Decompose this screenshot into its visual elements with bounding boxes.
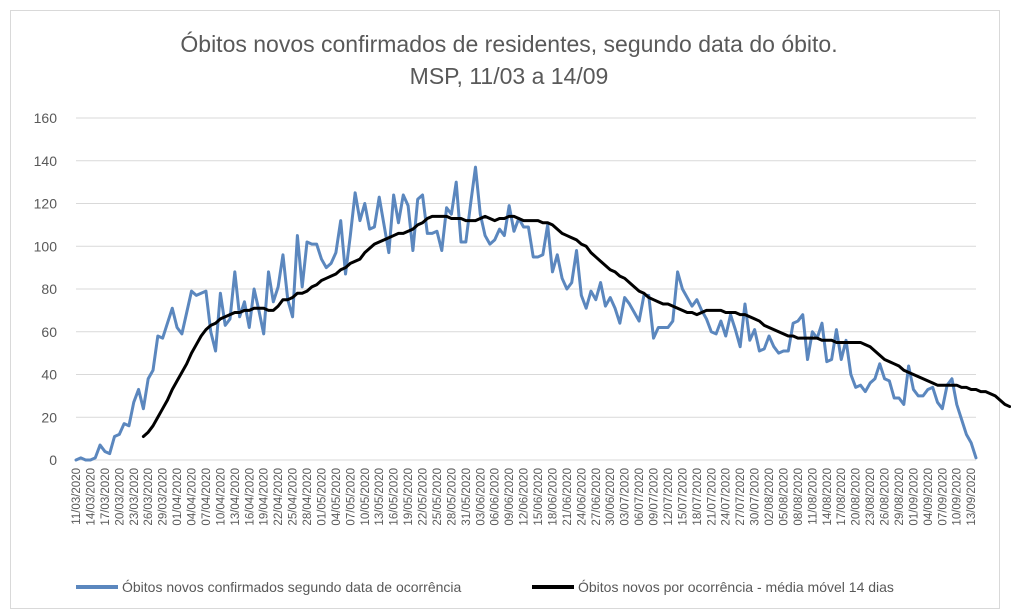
x-tick-label: 18/06/2020 [547, 468, 559, 526]
y-tick-label: 120 [34, 196, 58, 212]
x-tick-label: 14/03/2020 [85, 468, 97, 526]
x-tick-label: 24/07/2020 [721, 468, 733, 526]
x-tick-label: 20/03/2020 [114, 468, 126, 526]
x-tick-label: 04/05/2020 [331, 468, 343, 526]
x-tick-label: 17/03/2020 [100, 468, 112, 526]
chart-title: Óbitos novos confirmados de residentes, … [180, 31, 837, 57]
y-tick-label: 40 [41, 367, 57, 383]
x-tick-label: 23/03/2020 [129, 468, 141, 526]
gridlines [76, 117, 976, 461]
x-tick-label: 12/06/2020 [519, 468, 531, 526]
y-tick-label: 160 [34, 110, 58, 126]
x-tick-label: 22/04/2020 [273, 468, 285, 526]
x-tick-label: 11/03/2020 [71, 468, 83, 525]
x-tick-label: 10/05/2020 [360, 468, 372, 526]
x-tick-label: 20/08/2020 [851, 468, 863, 526]
x-tick-label: 21/06/2020 [562, 468, 574, 526]
series-group [74, 165, 1011, 462]
y-tick-label: 20 [41, 409, 57, 425]
y-tick-label: 0 [49, 452, 57, 468]
chart-subtitle: MSP, 11/03 a 14/09 [410, 63, 609, 89]
x-tick-label: 23/08/2020 [865, 468, 877, 526]
legend-label-average: Óbitos novos por ocorrência - média móve… [578, 579, 894, 595]
x-tick-label: 06/06/2020 [490, 468, 502, 526]
x-tick-label: 04/09/2020 [923, 468, 935, 526]
y-tick-label: 60 [41, 324, 57, 340]
x-tick-label: 04/04/2020 [187, 468, 199, 526]
x-tick-label: 10/09/2020 [952, 468, 964, 526]
x-tick-label: 24/06/2020 [576, 468, 588, 526]
x-tick-label: 25/05/2020 [432, 468, 444, 526]
x-tick-label: 27/07/2020 [735, 468, 747, 526]
y-axis: 0 20 40 60 80 100 120 140 160 [34, 110, 58, 468]
x-tick-label: 08/08/2020 [793, 468, 805, 526]
x-tick-label: 25/04/2020 [288, 468, 300, 526]
x-tick-label: 22/05/2020 [418, 468, 430, 526]
x-tick-label: 30/07/2020 [750, 468, 762, 526]
x-tick-label: 15/06/2020 [533, 468, 545, 526]
x-tick-label: 06/07/2020 [634, 468, 646, 526]
x-tick-label: 11/08/2020 [807, 468, 819, 525]
series-line-average [141, 214, 1011, 438]
x-tick-label: 16/04/2020 [244, 468, 256, 526]
x-tick-label: 28/04/2020 [302, 468, 314, 526]
y-tick-label: 80 [41, 281, 57, 297]
x-tick-label: 01/09/2020 [908, 468, 920, 526]
y-tick-label: 100 [34, 238, 58, 254]
x-tick-label: 01/04/2020 [172, 468, 184, 526]
x-tick-label: 12/07/2020 [663, 468, 675, 526]
x-tick-label: 31/05/2020 [461, 468, 473, 526]
x-tick-label: 29/08/2020 [894, 468, 906, 526]
legend-label-daily: Óbitos novos confirmados segundo data de… [122, 579, 462, 595]
x-tick-label: 28/05/2020 [446, 468, 458, 526]
x-tick-label: 07/05/2020 [345, 468, 357, 526]
x-tick-label: 13/05/2020 [374, 468, 386, 526]
x-tick-label: 13/09/2020 [966, 468, 978, 526]
x-tick-label: 01/05/2020 [316, 468, 328, 526]
x-tick-label: 30/06/2020 [605, 468, 617, 526]
x-tick-label: 19/05/2020 [403, 468, 415, 526]
x-tick-label: 02/08/2020 [764, 468, 776, 526]
x-axis: 11/03/2020 14/03/2020 17/03/2020 20/03/2020… [71, 468, 978, 526]
x-tick-label: 07/09/2020 [937, 468, 949, 526]
series-line-daily [74, 165, 978, 462]
x-tick-label: 17/08/2020 [836, 468, 848, 526]
x-tick-label: 07/04/2020 [201, 468, 213, 526]
x-tick-label: 26/03/2020 [143, 468, 155, 526]
x-tick-label: 26/08/2020 [880, 468, 892, 526]
x-tick-label: 19/04/2020 [259, 468, 271, 526]
x-tick-label: 27/06/2020 [591, 468, 603, 526]
x-tick-label: 03/07/2020 [620, 468, 632, 526]
legend: Óbitos novos confirmados segundo data de… [76, 579, 894, 595]
x-tick-label: 05/08/2020 [778, 468, 790, 526]
x-tick-label: 16/05/2020 [389, 468, 401, 526]
x-tick-label: 10/04/2020 [215, 468, 227, 526]
x-tick-label: 03/06/2020 [475, 468, 487, 526]
x-tick-label: 13/04/2020 [230, 468, 242, 526]
x-tick-label: 09/06/2020 [504, 468, 516, 526]
x-tick-label: 15/07/2020 [677, 468, 689, 526]
y-tick-label: 140 [34, 153, 58, 169]
x-tick-label: 14/08/2020 [822, 468, 834, 526]
x-tick-label: 18/07/2020 [692, 468, 704, 526]
x-tick-label: 29/03/2020 [158, 468, 170, 526]
x-tick-label: 21/07/2020 [706, 468, 718, 526]
x-tick-label: 09/07/2020 [649, 468, 661, 526]
chart-border [10, 10, 1000, 609]
